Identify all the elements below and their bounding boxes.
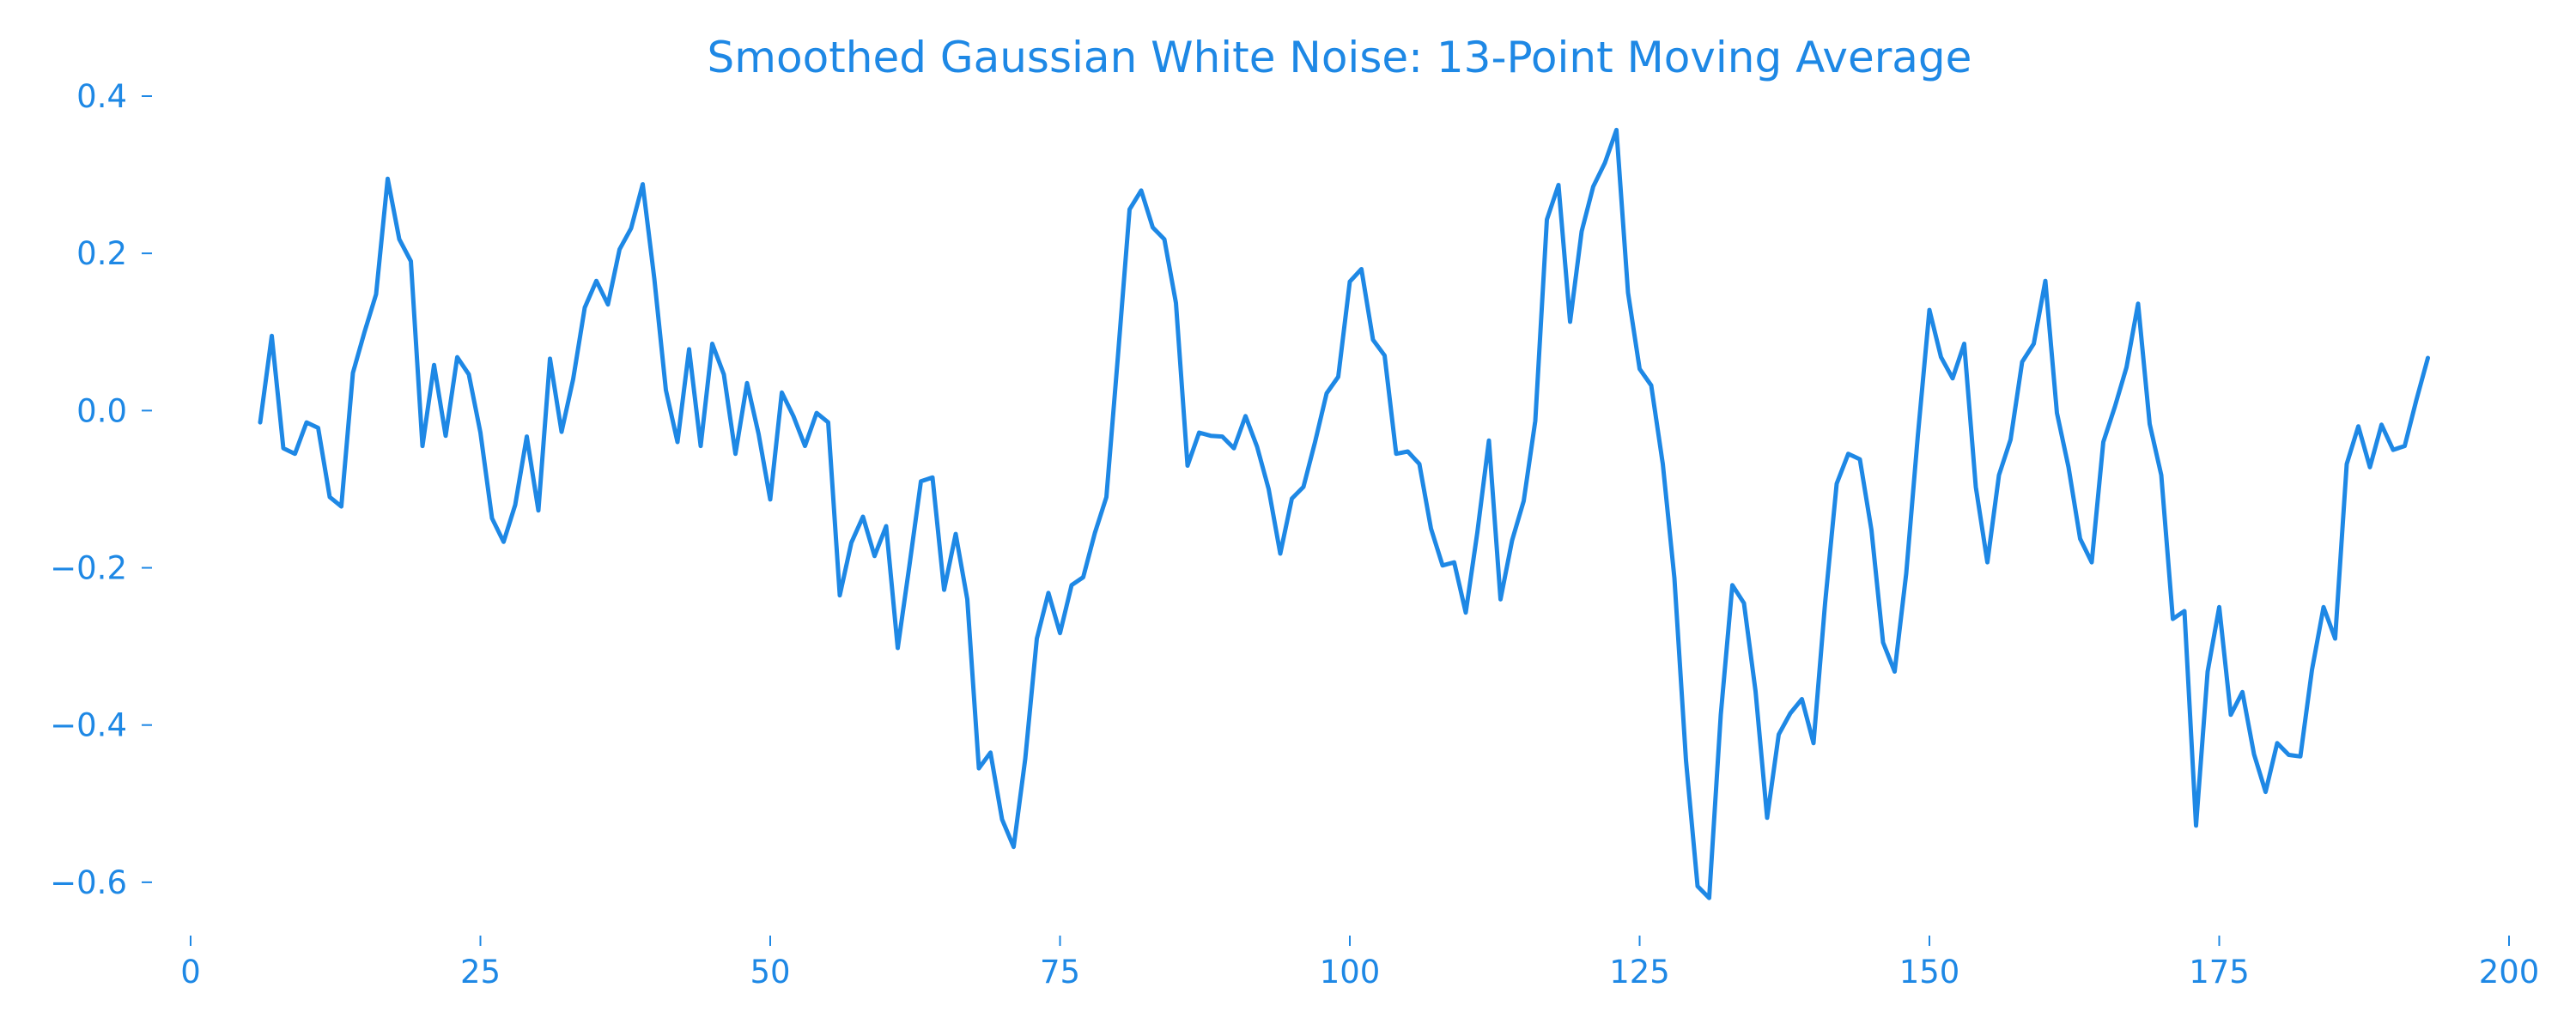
y-tick-label: 0.2: [76, 235, 127, 272]
x-axis: 0 25 50 75 100 125 150 175 200: [180, 936, 2539, 991]
series-layer: [258, 127, 2430, 900]
y-tick-label: 0.4: [76, 78, 127, 115]
x-tick-label: 25: [460, 954, 501, 991]
x-tick-label: 175: [2189, 954, 2250, 991]
x-tick-label: 75: [1040, 954, 1080, 991]
x-tick-label: 200: [2479, 954, 2540, 991]
y-tick-label: 0.0: [76, 392, 127, 429]
x-tick-label: 150: [1899, 954, 1960, 991]
x-tick-label: 125: [1609, 954, 1670, 991]
x-tick-label: 100: [1320, 954, 1381, 991]
y-tick-label: −0.4: [50, 707, 127, 744]
y-tick-label: −0.6: [50, 864, 127, 901]
x-tick-label: 50: [750, 954, 790, 991]
y-tick-label: −0.2: [50, 550, 127, 587]
x-tick-label: 0: [180, 954, 201, 991]
chart-title: Smoothed Gaussian White Noise: 13-Point …: [708, 33, 1972, 82]
y-axis: −0.6 −0.4 −0.2 0.0 0.2 0.4: [50, 78, 152, 901]
series-line: [258, 127, 2430, 900]
